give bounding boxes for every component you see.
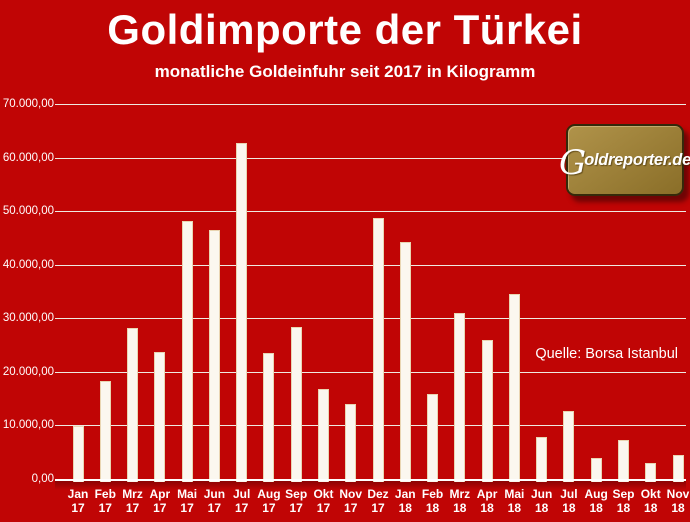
gridline	[55, 157, 686, 159]
x-axis-label: Mai 17	[177, 487, 198, 515]
gridline	[55, 104, 686, 105]
gridline	[55, 211, 686, 213]
chart-bar	[99, 380, 111, 482]
x-axis-label: Mai 18	[504, 487, 525, 515]
x-axis-label: Nov 17	[339, 487, 363, 515]
chart-bar	[72, 425, 84, 482]
x-axis-label: Nov 18	[666, 487, 690, 515]
chart-subtitle: monatliche Goldeinfuhr seit 2017 in Kilo…	[154, 62, 536, 81]
x-axis-label: Mrz 18	[449, 487, 471, 515]
y-axis-label: 20.000,00	[2, 365, 54, 378]
x-axis-label: Mrz 17	[122, 487, 143, 515]
chart-bar	[590, 458, 602, 482]
y-axis-label: 50.000,00	[2, 205, 54, 218]
chart-bar	[536, 437, 548, 482]
chart-bar	[154, 352, 166, 482]
y-axis-label: 10.000,00	[2, 419, 54, 432]
x-axis-label: Sep 18	[612, 487, 635, 515]
source-note: Quelle: Borsa Istanbul	[535, 346, 678, 362]
chart-bar	[399, 242, 411, 482]
chart-bar	[345, 404, 357, 482]
x-axis-label: Sep 17	[285, 487, 308, 515]
x-axis-label: Apr 18	[476, 487, 498, 515]
gridline	[55, 425, 686, 427]
gridline	[55, 371, 686, 373]
chart-bar	[181, 221, 193, 482]
x-axis-label: Jan 18	[394, 487, 416, 515]
chart-bar	[263, 353, 275, 482]
x-axis-label: Okt 17	[313, 487, 334, 515]
plot-area	[55, 104, 686, 490]
chart-bar	[236, 142, 248, 482]
chart-bar	[645, 463, 657, 482]
axis-shadow	[55, 481, 686, 490]
chart-bar	[617, 440, 629, 482]
y-axis-label: 40.000,00	[2, 258, 54, 271]
x-axis-line	[55, 479, 686, 481]
chart-bar	[508, 293, 520, 482]
chart-bar	[481, 339, 493, 482]
logo-initial: G	[559, 143, 587, 183]
x-axis-label: Jul 18	[560, 487, 578, 515]
y-axis-label: 60.000,00	[2, 151, 54, 164]
chart-bar	[290, 326, 302, 482]
x-axis: Jan 17 Feb 17 Mrz 17 Apr 17 Mai 17 Jun 17 Jul 17 Aug 17…	[62, 487, 690, 519]
x-axis-label: Aug 17	[257, 487, 281, 515]
y-axis: 70.000,00 60.000,00 50.000,00 40.000,00 30.0…	[0, 0, 56, 522]
chart-bar	[563, 410, 575, 482]
y-axis-label: 0,00	[31, 473, 54, 485]
chart-bar	[127, 327, 139, 482]
x-axis-label: Aug 18	[584, 487, 608, 515]
chart-bar	[454, 312, 466, 482]
chart-title: Goldimporte der Türkei	[107, 6, 583, 53]
x-axis-label: Apr 17	[149, 487, 171, 515]
y-axis-label: 30.000,00	[2, 312, 54, 325]
chart-bar	[208, 230, 220, 482]
x-axis-label: Dez 17	[367, 487, 389, 515]
gridline	[55, 318, 686, 320]
x-axis-label: Okt 18	[640, 487, 661, 515]
chart-bar	[372, 217, 384, 482]
x-axis-label: Jul 17	[232, 487, 251, 515]
y-axis-label: 70.000,00	[2, 98, 54, 110]
chart-bar	[672, 454, 684, 482]
x-axis-label: Jan 17	[67, 487, 89, 515]
x-axis-label: Jun 18	[530, 487, 553, 515]
gridline	[55, 264, 686, 266]
chart-bar	[427, 393, 439, 482]
logo-text: oldreporter.de	[584, 150, 690, 169]
x-axis-label: Jun 17	[203, 487, 226, 515]
x-axis-label: Feb 18	[421, 487, 444, 515]
chart-bar	[317, 389, 329, 482]
x-axis-label: Feb 17	[94, 487, 116, 515]
